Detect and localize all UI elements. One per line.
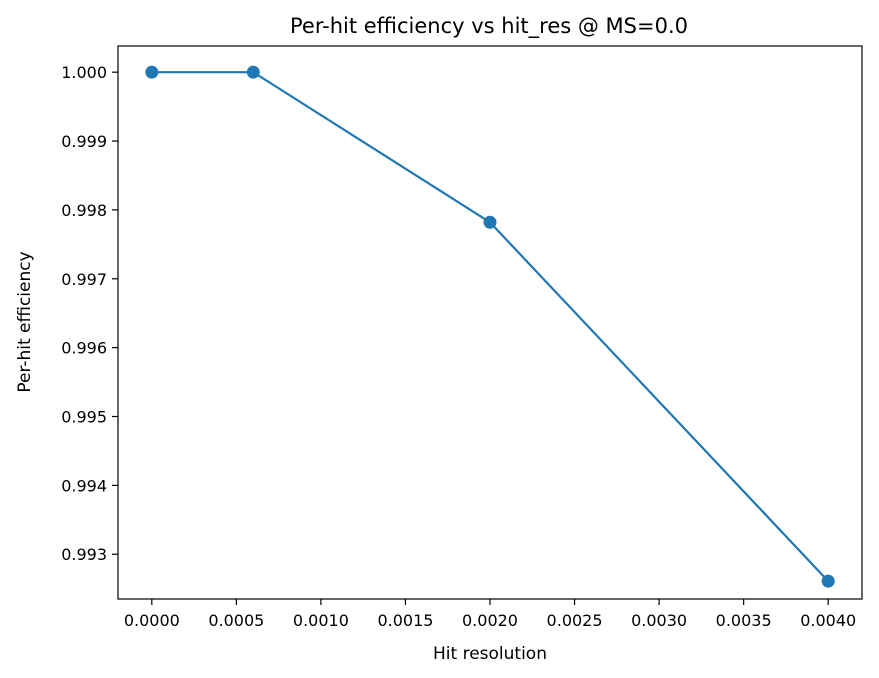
x-tick-label: 0.0020 (462, 611, 518, 630)
x-tick-label: 0.0000 (124, 611, 180, 630)
y-tick-label: 0.994 (61, 476, 107, 495)
data-point (483, 215, 497, 229)
y-tick-label: 0.999 (61, 132, 107, 151)
y-tick-label: 0.997 (61, 270, 107, 289)
x-tick-label: 0.0010 (293, 611, 349, 630)
data-point (821, 574, 835, 588)
x-tick-label: 0.0030 (631, 611, 687, 630)
chart-title: Per-hit efficiency vs hit_res @ MS=0.0 (290, 14, 688, 39)
data-point (145, 65, 159, 79)
x-tick-label: 0.0005 (208, 611, 264, 630)
x-tick-label: 0.0040 (800, 611, 856, 630)
x-tick-label: 0.0035 (716, 611, 772, 630)
y-tick-label: 0.993 (61, 545, 107, 564)
y-tick-label: 0.998 (61, 201, 107, 220)
ticks-layer: 0.0000 0.0005 0.0010 0.0015 0.0020 0.0025 0.00… (61, 63, 856, 630)
y-axis-label: Per-hit efficiency (15, 251, 35, 392)
y-tick-label: 0.996 (61, 339, 107, 358)
x-axis-label: Hit resolution (433, 644, 547, 664)
plot-frame (117, 45, 863, 600)
x-tick-label: 0.0015 (377, 611, 433, 630)
series-layer (145, 65, 835, 588)
y-tick-label: 1.000 (61, 63, 107, 82)
data-point (246, 65, 260, 79)
series-line (150, 71, 830, 583)
y-tick-label: 0.995 (61, 408, 107, 427)
x-tick-label: 0.0025 (547, 611, 603, 630)
